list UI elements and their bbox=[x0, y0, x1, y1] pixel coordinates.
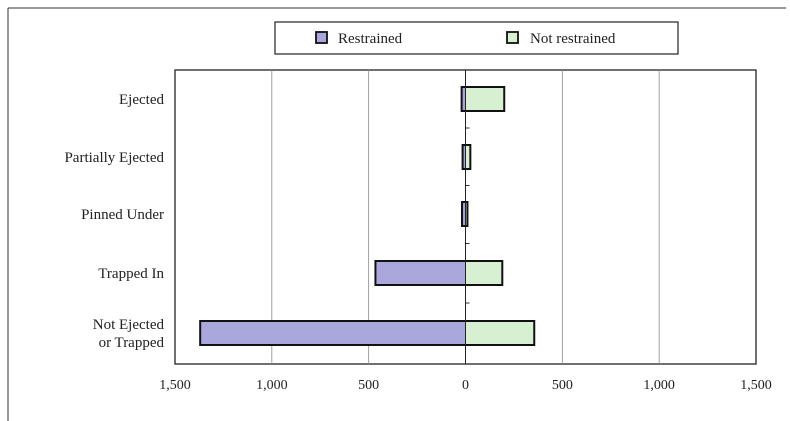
category-label: Ejected bbox=[119, 92, 164, 108]
category-labels: Ejected Partially Ejected Pinned Under Trap… bbox=[64, 92, 164, 351]
x-tick-label: 1,000 bbox=[643, 378, 675, 393]
category-label: Pinned Under bbox=[81, 207, 164, 223]
category-label: Trapped In bbox=[98, 266, 164, 282]
bar-restrained bbox=[375, 261, 466, 285]
bar-not-restrained bbox=[465, 87, 505, 111]
bar-restrained bbox=[200, 321, 466, 345]
bar-outline bbox=[461, 144, 472, 170]
legend-swatch bbox=[315, 31, 328, 44]
legend-swatch bbox=[506, 31, 519, 44]
bar-not-restrained bbox=[465, 261, 503, 285]
x-tick-label: 500 bbox=[358, 378, 379, 393]
bar-restrained bbox=[462, 202, 466, 226]
legend-box bbox=[274, 21, 679, 55]
legend-label: Not restrained bbox=[530, 31, 616, 47]
bars bbox=[199, 70, 536, 364]
legend-label: Restrained bbox=[338, 31, 403, 47]
bar-not-restrained bbox=[465, 145, 471, 169]
legend: Restrained Not restrained bbox=[274, 21, 679, 55]
x-tick-label: 1,500 bbox=[159, 378, 191, 393]
category-label: Partially Ejected bbox=[64, 150, 164, 166]
bar-outline bbox=[199, 320, 536, 346]
x-tick-label: 1,000 bbox=[256, 378, 288, 393]
bar-outline bbox=[374, 260, 504, 286]
bar-outline bbox=[461, 201, 469, 227]
category-label: or Trapped bbox=[99, 335, 165, 351]
bar-outline bbox=[460, 86, 506, 112]
x-tick-label: 0 bbox=[462, 378, 469, 393]
bar-not-restrained bbox=[465, 321, 535, 345]
bar-restrained bbox=[462, 145, 466, 169]
category-label: Not Ejected bbox=[93, 317, 165, 333]
x-tick-label: 1,500 bbox=[740, 378, 772, 393]
x-axis-ticks: 1,500 1,000 500 0 500 1,000 1,500 bbox=[159, 378, 772, 393]
bar-restrained bbox=[461, 87, 466, 111]
x-tick-label: 500 bbox=[552, 378, 573, 393]
